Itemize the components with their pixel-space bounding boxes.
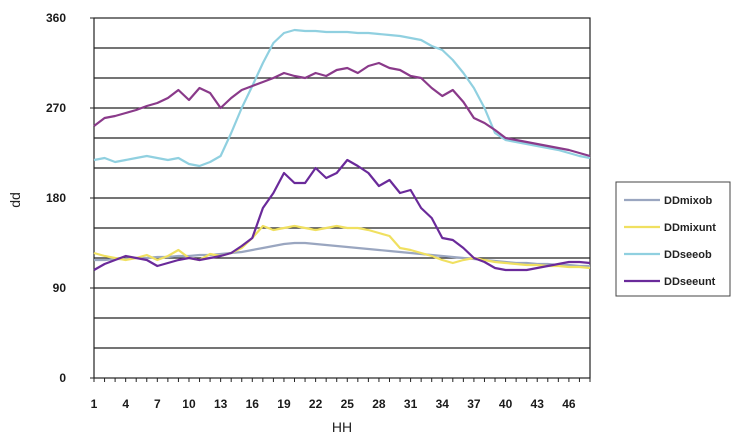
y-tick-label: 90 (53, 281, 67, 295)
x-tick-label: 7 (154, 397, 161, 411)
x-tick-label: 31 (404, 397, 418, 411)
legend-label: DDseeunt (664, 276, 716, 288)
series-line-ddseeunt (93, 61, 591, 158)
x-axis-title: HH (332, 419, 352, 435)
y-tick-label: 360 (46, 11, 66, 25)
x-axis-ticks: 1 4 7 10 13 16 19 22 25 28 31 34 37 40 43 46 (91, 378, 591, 411)
x-tick-label: 43 (531, 397, 545, 411)
x-tick-label: 40 (499, 397, 513, 411)
x-tick-label: 22 (309, 397, 323, 411)
y-axis-title: dd (7, 192, 23, 208)
series-line-ddmixunt (93, 224, 591, 270)
x-tick-label: 46 (562, 397, 576, 411)
series-line-ddseeob (93, 28, 591, 168)
legend-label: DDseeob (664, 249, 712, 261)
x-tick-label: 13 (214, 397, 228, 411)
x-tick-label: 25 (341, 397, 355, 411)
y-axis-ticks: 0 90 180 270 360 (46, 11, 94, 385)
x-tick-label: 34 (436, 397, 450, 411)
x-tick-label: 37 (467, 397, 481, 411)
series-lines (93, 28, 591, 272)
y-tick-label: 180 (46, 191, 66, 205)
x-tick-label: 16 (246, 397, 260, 411)
x-tick-label: 19 (277, 397, 291, 411)
x-tick-label: 1 (91, 397, 98, 411)
legend-label: DDmixunt (664, 222, 716, 234)
x-tick-label: 10 (182, 397, 196, 411)
legend-label: DDmixob (664, 195, 713, 207)
series-line-ddseeunt_low (93, 158, 591, 272)
x-tick-label: 4 (122, 397, 129, 411)
gridlines (94, 47, 590, 349)
y-tick-label: 0 (59, 371, 66, 385)
y-tick-label: 270 (46, 101, 66, 115)
x-tick-label: 28 (372, 397, 386, 411)
legend: DDmixob DDmixunt DDseeob DDseeunt (615, 181, 731, 297)
